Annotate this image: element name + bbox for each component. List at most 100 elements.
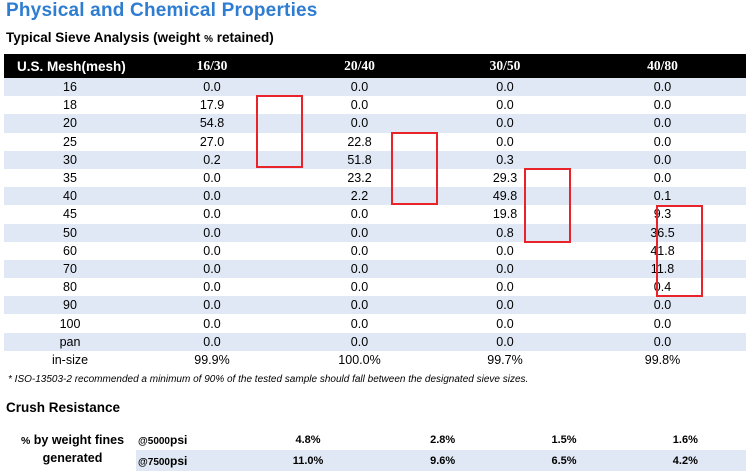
crush-row: @7500psi 11.0% 9.6% 6.5% 4.2% xyxy=(136,450,746,471)
pressure-unit: psi xyxy=(170,432,188,447)
retained-value-cell: 0.1 xyxy=(579,187,746,206)
retained-value-cell: 0.0 xyxy=(288,78,431,97)
retained-value-cell: 9.3 xyxy=(579,205,746,224)
fines-value-cell: 1.5% xyxy=(503,429,625,450)
sieve-heading-end: retained) xyxy=(212,30,274,45)
retained-value-cell: 0.0 xyxy=(579,168,746,188)
retained-value-cell: 0.0 xyxy=(431,296,579,315)
retained-value-cell: 0.0 xyxy=(288,278,431,297)
retained-value-cell: 0.0 xyxy=(288,205,431,224)
sieve-row: 100 0.0 0.0 0.0 0.0 xyxy=(4,314,746,333)
retained-value-cell: 0.0 xyxy=(579,332,746,351)
retained-value-cell: 0.0 xyxy=(431,96,579,115)
retained-value-cell: 0.0 xyxy=(136,205,288,224)
pressure-label-cell: @5000psi xyxy=(136,429,234,450)
retained-value-cell: 0.0 xyxy=(579,314,746,333)
retained-value-cell: 0.0 xyxy=(136,296,288,315)
sieve-row: pan 0.0 0.0 0.0 0.0 xyxy=(4,332,746,351)
sieve-row: in-size 99.9% 100.0% 99.7% 99.8% xyxy=(4,350,746,369)
sieve-row: 40 0.0 2.2 49.8 0.1 xyxy=(4,187,746,206)
retained-value-cell: 0.0 xyxy=(579,96,746,115)
retained-value-cell: 51.8 xyxy=(288,150,431,169)
col-header-16-30: 16/30 xyxy=(136,54,288,78)
retained-value-cell: 49.8 xyxy=(431,187,579,206)
highlight-box-16-30 xyxy=(256,95,303,168)
mesh-size-cell: 40 xyxy=(4,187,136,206)
highlight-box-40-80 xyxy=(656,205,703,297)
retained-value-cell: 0.0 xyxy=(136,187,288,206)
retained-value-cell: 0.0 xyxy=(579,78,746,97)
fines-value-cell: 1.6% xyxy=(624,429,746,450)
retained-value-cell: 0.0 xyxy=(136,278,288,297)
crush-table: @5000psi 4.8% 2.8% 1.5% 1.6% @7500psi 11.0% 9.6… xyxy=(136,429,746,471)
crush-label-line2: generated xyxy=(42,451,103,465)
sieve-row: 18 17.9 0.0 0.0 0.0 xyxy=(4,96,746,115)
retained-value-cell: 99.8% xyxy=(579,350,746,369)
retained-value-cell: 0.0 xyxy=(579,132,746,151)
retained-value-cell: 54.8 xyxy=(136,114,288,133)
mesh-size-cell: 35 xyxy=(4,168,136,188)
sieve-row: 45 0.0 0.0 19.8 9.3 xyxy=(4,205,746,224)
col-header-20-40: 20/40 xyxy=(288,54,431,78)
crush-row-label: % by weight fines generated xyxy=(10,432,135,467)
retained-value-cell: 0.8 xyxy=(431,223,579,242)
retained-value-cell: 27.0 xyxy=(136,132,288,151)
retained-value-cell: 99.9% xyxy=(136,350,288,369)
retained-value-cell: 0.0 xyxy=(288,296,431,315)
retained-value-cell: 29.3 xyxy=(431,168,579,188)
retained-value-cell: 0.0 xyxy=(431,314,579,333)
sieve-row: 80 0.0 0.0 0.0 0.4 xyxy=(4,278,746,297)
pressure-value: @5000 xyxy=(138,435,170,447)
retained-value-cell: 0.0 xyxy=(136,332,288,351)
retained-value-cell: 0.0 xyxy=(288,96,431,115)
sieve-row: 35 0.0 23.2 29.3 0.0 xyxy=(4,168,746,188)
pressure-value: @7500 xyxy=(138,456,170,468)
retained-value-cell: 0.0 xyxy=(579,296,746,315)
fines-value-cell: 4.8% xyxy=(234,429,382,450)
retained-value-cell: 0.0 xyxy=(136,314,288,333)
mesh-size-cell: 20 xyxy=(4,114,136,133)
sieve-row: 70 0.0 0.0 0.0 11.8 xyxy=(4,259,746,279)
retained-value-cell: 0.0 xyxy=(288,259,431,279)
mesh-size-cell: in-size xyxy=(4,350,136,369)
mesh-size-cell: 50 xyxy=(4,223,136,242)
mesh-size-cell: 16 xyxy=(4,78,136,97)
sieve-table: U.S. Mesh(mesh) 16/30 20/40 30/50 40/80 … xyxy=(4,54,746,369)
sieve-row: 20 54.8 0.0 0.0 0.0 xyxy=(4,114,746,133)
retained-value-cell: 0.0 xyxy=(431,278,579,297)
crush-resistance-heading: Crush Resistance xyxy=(6,400,121,415)
col-header-40-80: 40/80 xyxy=(579,54,746,78)
retained-value-cell: 0.0 xyxy=(288,314,431,333)
crush-label-line1: by weight fines xyxy=(30,433,125,447)
fines-value-cell: 11.0% xyxy=(234,450,382,471)
sieve-row: 16 0.0 0.0 0.0 0.0 xyxy=(4,78,746,97)
retained-value-cell: 2.2 xyxy=(288,187,431,206)
retained-value-cell: 22.8 xyxy=(288,132,431,151)
pressure-unit: psi xyxy=(170,453,188,468)
mesh-size-cell: pan xyxy=(4,332,136,351)
mesh-size-cell: 100 xyxy=(4,314,136,333)
retained-value-cell: 0.0 xyxy=(288,332,431,351)
retained-value-cell: 0.3 xyxy=(431,150,579,169)
mesh-size-cell: 45 xyxy=(4,205,136,224)
highlight-box-30-50 xyxy=(524,168,571,243)
mesh-size-cell: 30 xyxy=(4,150,136,169)
retained-value-cell: 0.0 xyxy=(136,168,288,188)
retained-value-cell: 0.0 xyxy=(288,223,431,242)
retained-value-cell: 17.9 xyxy=(136,96,288,115)
sieve-heading-main: Typical Sieve Analysis (weight xyxy=(6,30,205,45)
retained-value-cell: 0.0 xyxy=(431,332,579,351)
retained-value-cell: 0.0 xyxy=(136,78,288,97)
mesh-size-cell: 25 xyxy=(4,132,136,151)
retained-value-cell: 0.0 xyxy=(136,241,288,260)
sieve-row: 30 0.2 51.8 0.3 0.0 xyxy=(4,150,746,169)
sieve-header-row: U.S. Mesh(mesh) 16/30 20/40 30/50 40/80 xyxy=(4,54,746,78)
crush-label-pct: % xyxy=(20,435,31,447)
page-title: Physical and Chemical Properties xyxy=(6,0,318,21)
retained-value-cell: 0.0 xyxy=(288,241,431,260)
fines-value-cell: 4.2% xyxy=(624,450,746,471)
retained-value-cell: 0.0 xyxy=(431,241,579,260)
mesh-size-cell: 60 xyxy=(4,241,136,260)
pressure-label-cell: @7500psi xyxy=(136,450,234,471)
retained-value-cell: 23.2 xyxy=(288,168,431,188)
